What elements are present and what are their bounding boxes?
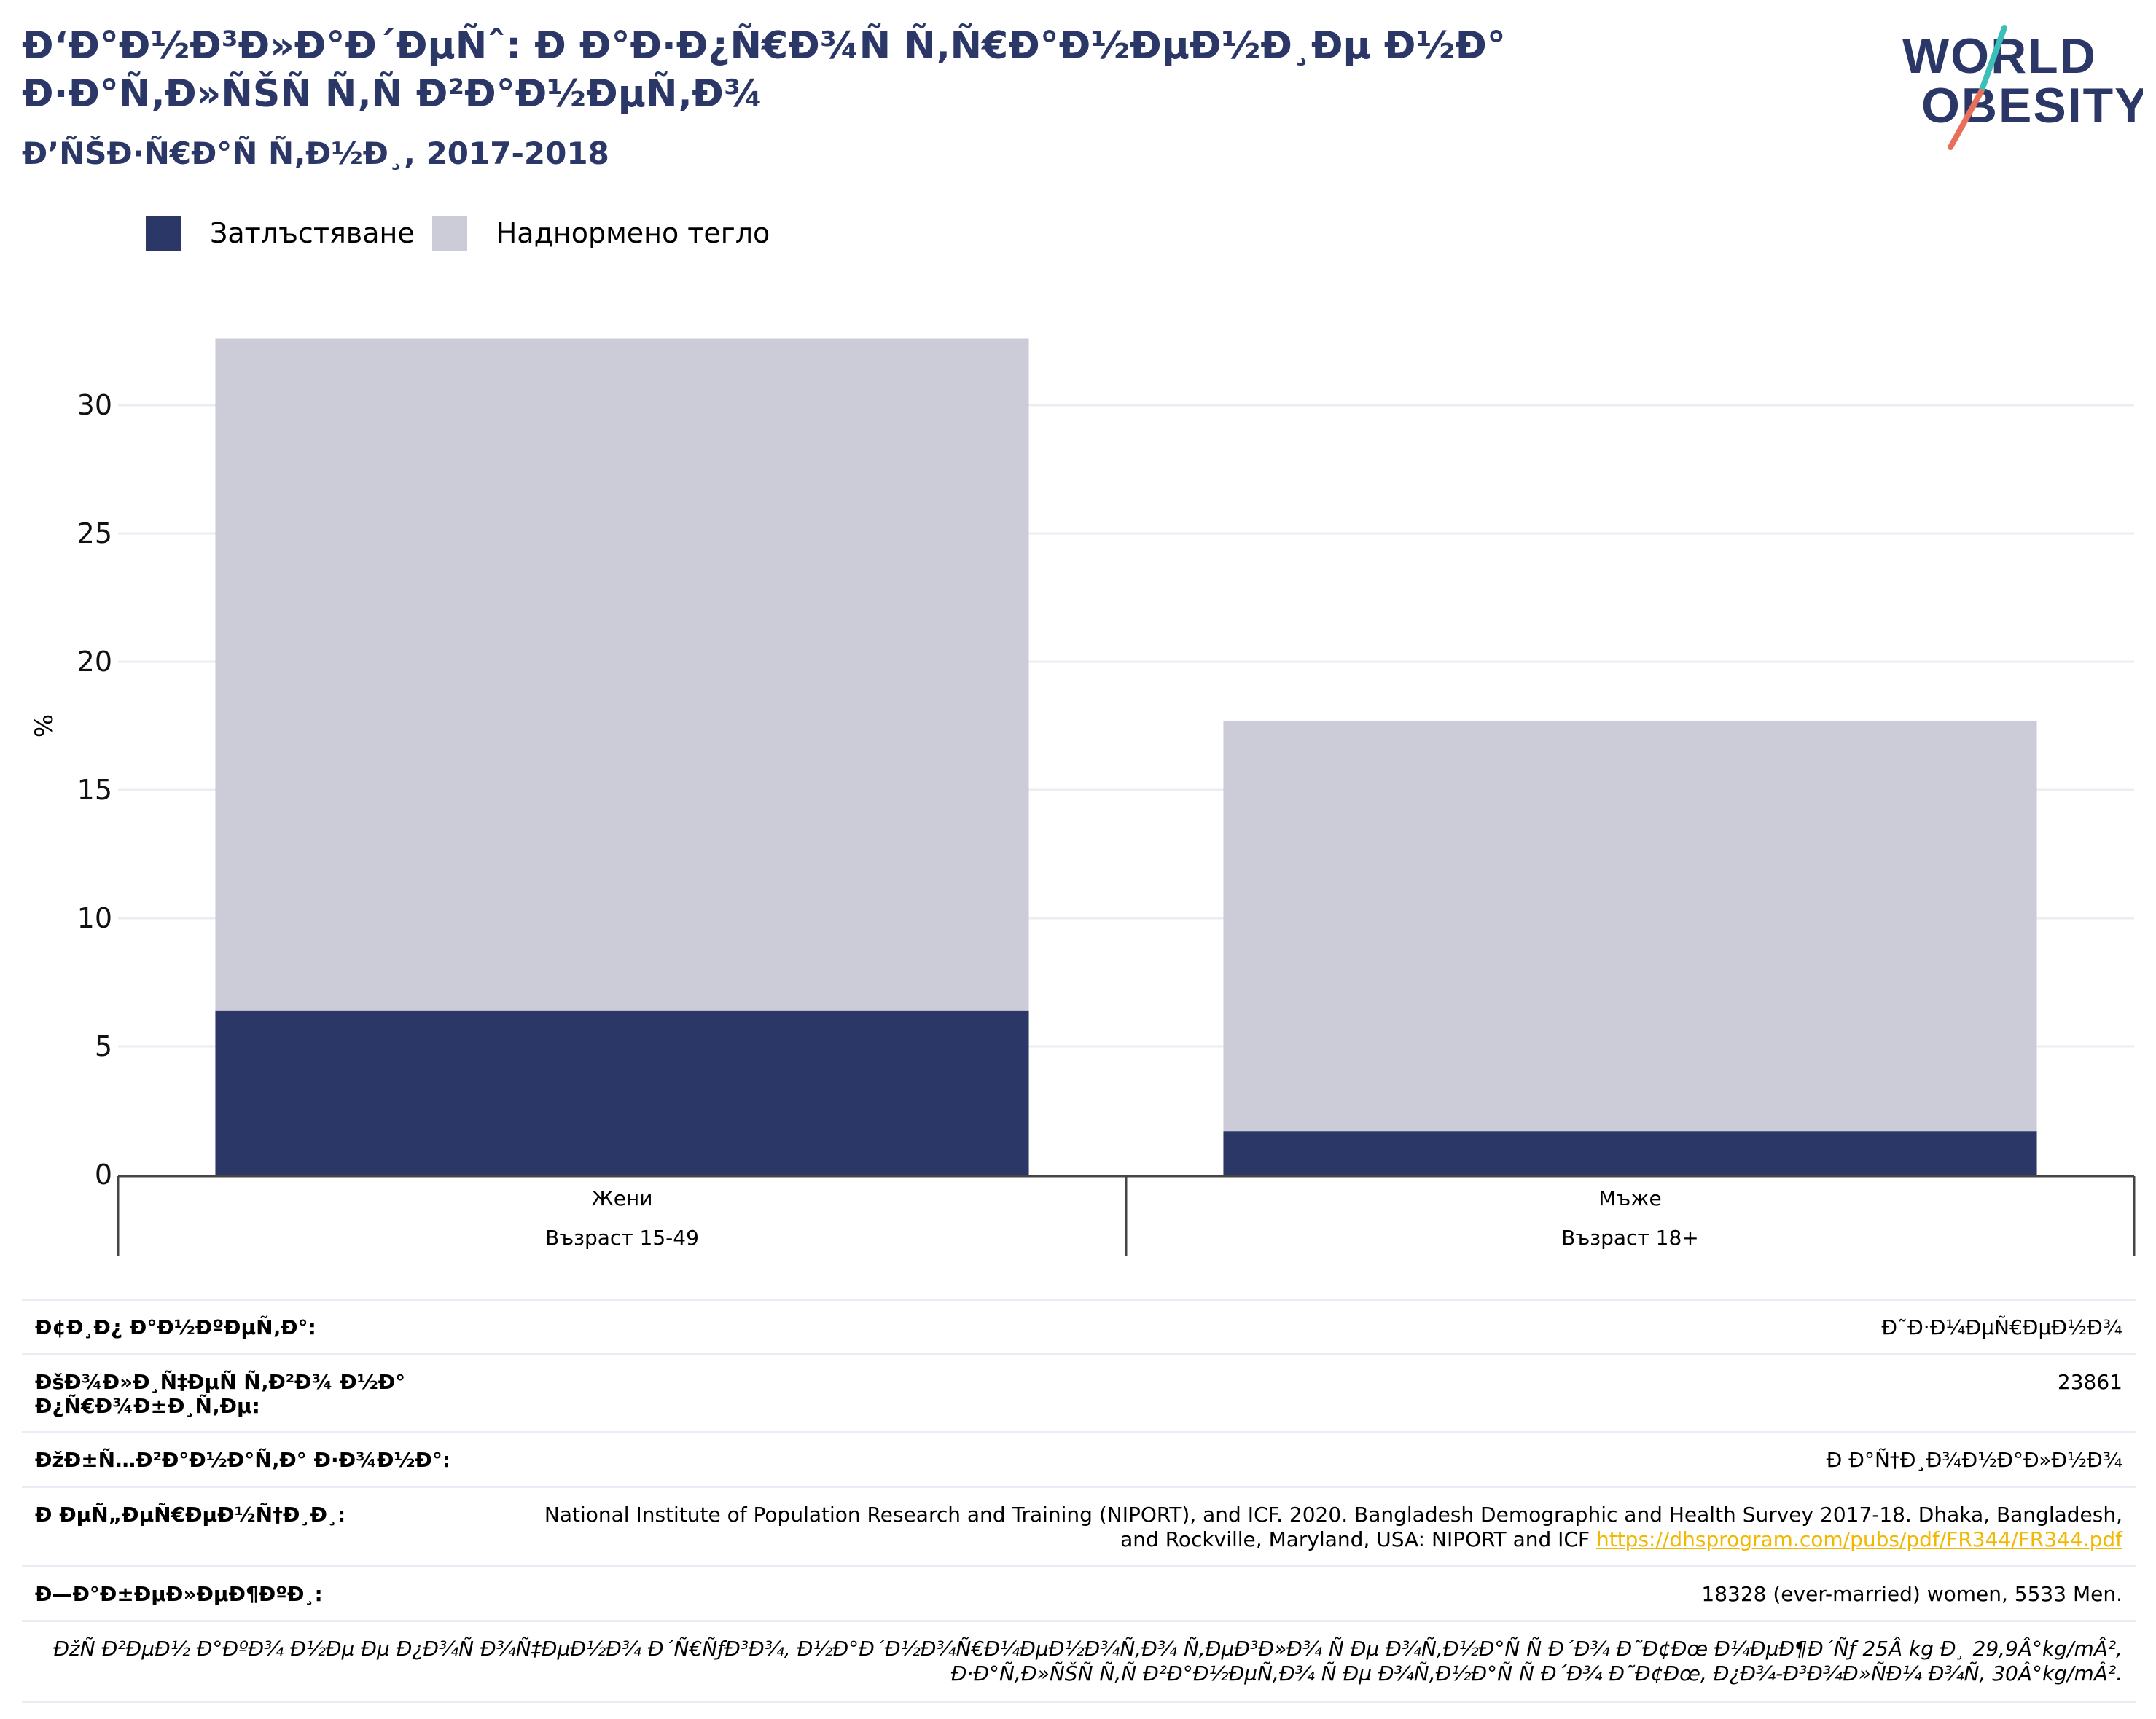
logo-line-2: OBESITY xyxy=(1921,78,2143,133)
y-tick-label: 10 xyxy=(77,902,112,934)
meta-value: 18328 (ever-married) women, 5533 Men. xyxy=(1701,1582,2122,1606)
chart-title: Ð‘Ð°Ð½Ð³Ð»Ð°Ð´ÐµÑˆ: Ð Ð°Ð·Ð¿Ñ€Ð¾Ñ Ñ‚Ñ€Ð°… xyxy=(22,24,1506,116)
meta-value-references: National Institute of Population Researc… xyxy=(501,1503,2122,1552)
survey-metadata: Ð¢Ð¸Ð¿ Ð°Ð½ÐºÐµÑ‚Ð°: Ð˜Ð·Ð¼ÐµÑ€ÐµÐ½Ð¾ Ðš… xyxy=(22,1299,2136,1703)
meta-value: 23861 xyxy=(2057,1370,2122,1394)
meta-row-coverage: ÐžÐ±Ñ…Ð²Ð°Ð½Ð°Ñ‚Ð° Ð·Ð¾Ð½Ð°: Ð Ð°Ñ†Ð¸Ð¾Ð… xyxy=(22,1431,2136,1486)
meta-row-references: Ð ÐµÑ„ÐµÑ€ÐµÐ½Ñ†Ð¸Ð¸: National Institute… xyxy=(22,1486,2136,1565)
x-category-sublabel: Възраст 18+ xyxy=(1561,1226,1699,1250)
meta-value: Ð Ð°Ñ†Ð¸Ð¾Ð½Ð°Ð»Ð½Ð¾ xyxy=(1826,1448,2122,1472)
meta-value: Ð˜Ð·Ð¼ÐµÑ€ÐµÐ½Ð¾ xyxy=(1881,1315,2122,1339)
meta-key: ÐšÐ¾Ð»Ð¸Ñ‡ÐµÑ Ñ‚Ð²Ð¾ Ð½Ð° Ð¿Ñ€Ð¾Ð±Ð¸Ñ‚Ðµ… xyxy=(35,1370,406,1418)
y-axis-label: % xyxy=(30,714,59,737)
chart-subtitle: Ð’ÑŠÐ·Ñ€Ð°Ñ Ñ‚Ð½Ð¸, 2017-2018 xyxy=(22,136,609,171)
reference-link[interactable]: https://dhsprogram.com/pubs/pdf/FR344/FR… xyxy=(1595,1527,2122,1551)
bar-overweight-2 xyxy=(1223,720,2037,1132)
bar-chart: 0 5 10 15 20 25 30% Жени Възраст 15-49 Мъже Възрас… xyxy=(30,338,2136,1256)
x-category-sublabel: Възраст 15-49 xyxy=(545,1226,699,1250)
legend-label-obesity: Затлъстяване xyxy=(210,217,415,249)
reference-text: National Institute of Population Researc… xyxy=(544,1503,2122,1551)
logo-slash-teal xyxy=(1978,25,2007,95)
meta-key: Ð ÐµÑ„ÐµÑ€ÐµÐ½Ñ†Ð¸Ð¸: xyxy=(35,1503,346,1527)
logo-slash-coral xyxy=(1948,89,1984,150)
meta-row-notes: Ð—Ð°Ð±ÐµÐ»ÐµÐ¶ÐºÐ¸: 18328 (ever-married)… xyxy=(22,1565,2136,1620)
y-tick-label: 30 xyxy=(77,389,112,421)
bar-obesity-1 xyxy=(215,1010,1029,1175)
y-tick-label: 0 xyxy=(95,1159,112,1191)
y-tick-label: 20 xyxy=(77,646,112,678)
meta-row-sample-size: ÐšÐ¾Ð»Ð¸Ñ‡ÐµÑ Ñ‚Ð²Ð¾ Ð½Ð° Ð¿Ñ€Ð¾Ð±Ð¸Ñ‚Ðµ… xyxy=(22,1353,2136,1431)
bar-overweight-1 xyxy=(215,338,1029,1011)
y-tick-label: 25 xyxy=(77,517,112,549)
y-tick-label: 5 xyxy=(95,1030,112,1062)
legend-swatch-obesity xyxy=(146,216,181,251)
legend-label-overweight: Наднормено тегло xyxy=(496,217,770,249)
meta-row-survey-type: Ð¢Ð¸Ð¿ Ð°Ð½ÐºÐµÑ‚Ð°: Ð˜Ð·Ð¼ÐµÑ€ÐµÐ½Ð¾ xyxy=(22,1299,2136,1353)
bar-obesity-2 xyxy=(1223,1131,2037,1175)
x-category-label: Мъже xyxy=(1598,1186,1661,1210)
legend-swatch-overweight xyxy=(431,216,467,251)
chart-legend: Затлъстяване Наднормено тегло xyxy=(146,216,787,251)
x-category-label: Жени xyxy=(592,1186,653,1210)
meta-key: Ð¢Ð¸Ð¿ Ð°Ð½ÐºÐµÑ‚Ð°: xyxy=(35,1315,316,1339)
meta-key: Ð—Ð°Ð±ÐµÐ»ÐµÐ¶ÐºÐ¸: xyxy=(35,1582,323,1606)
world-obesity-logo: WORLD OBESITY xyxy=(1895,22,2148,153)
definition-note: ÐžÑ Ð²ÐµÐ½ Ð°ÐºÐ¾ Ð½Ðµ Ðµ Ð¿Ð¾Ñ Ð¾Ñ‡ÐµÐ½… xyxy=(22,1620,2136,1703)
meta-key: ÐžÐ±Ñ…Ð²Ð°Ð½Ð°Ñ‚Ð° Ð·Ð¾Ð½Ð°: xyxy=(35,1448,451,1472)
y-tick-label: 15 xyxy=(77,774,112,806)
